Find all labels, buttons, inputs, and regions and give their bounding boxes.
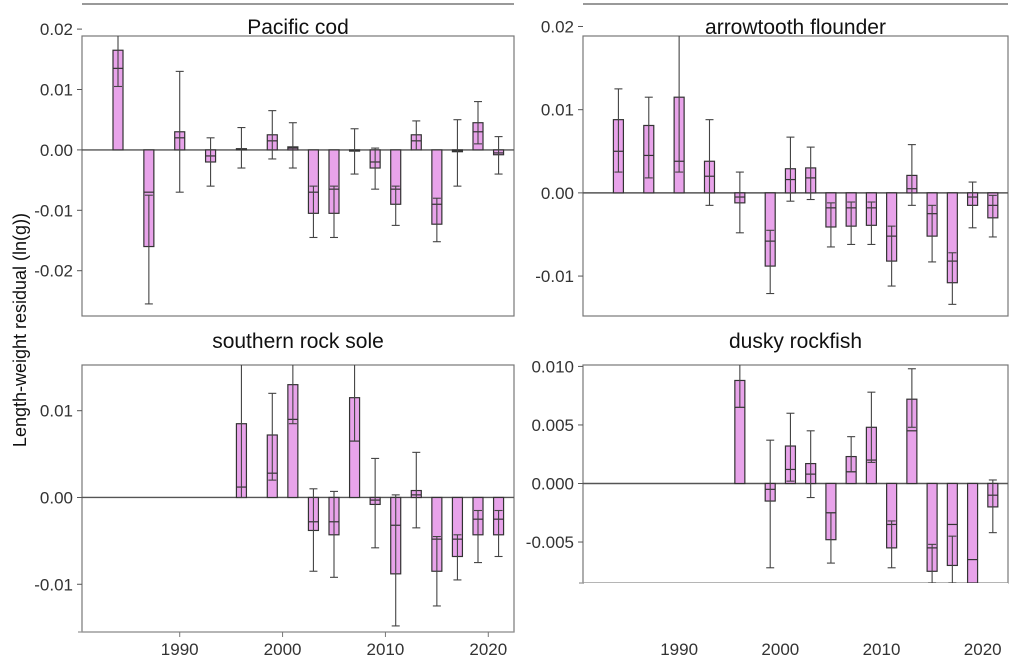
panel-2: southern rock sole 0.01 0.00 -0.01 1990 2000 2… bbox=[34, 330, 515, 659]
panel-1: arrowtooth flounder 0.02 0.01 0.00 -0.01 bbox=[535, 3, 1009, 317]
x-tick-label: 2020 bbox=[964, 640, 1002, 659]
x-tick-label: 1990 bbox=[660, 640, 698, 659]
x-tick-label: 2000 bbox=[264, 640, 302, 659]
panel-0: Pacific cod 0.02 0.01 0.00 -0.01 -0.02 bbox=[34, 3, 515, 317]
y-tick-label: 0.010 bbox=[531, 357, 574, 376]
panel-title: dusky rockfish bbox=[729, 330, 862, 353]
y-tick-label: 0.01 bbox=[40, 81, 73, 100]
panel-border bbox=[81, 35, 515, 317]
y-tick-label: 0.01 bbox=[40, 402, 73, 421]
y-tick-label: -0.01 bbox=[535, 267, 574, 286]
y-tick-label: 0.00 bbox=[40, 141, 73, 160]
y-tick-label: 0.01 bbox=[541, 101, 574, 120]
panels: Pacific cod 0.02 0.01 0.00 -0.01 -0.02 arrowto… bbox=[34, 3, 1009, 659]
bar bbox=[966, 482, 979, 583]
y-tick-label: -0.02 bbox=[34, 262, 73, 281]
y-axis-label: Length-weight residual (ln(g)) bbox=[10, 213, 30, 447]
y-tick-label: -0.01 bbox=[34, 201, 73, 220]
bars bbox=[112, 36, 505, 305]
y-tick-label: 0.000 bbox=[531, 474, 574, 493]
bars bbox=[612, 36, 999, 305]
panel-title: southern rock sole bbox=[212, 330, 384, 353]
y-tick-label: 0.02 bbox=[541, 17, 574, 36]
bars bbox=[734, 365, 999, 583]
y-tick-label: 0.02 bbox=[40, 20, 73, 39]
y-tick-label: 0.005 bbox=[531, 416, 574, 435]
panel-title: Pacific cod bbox=[247, 16, 349, 39]
bars bbox=[235, 365, 505, 627]
x-tick-label: 1990 bbox=[161, 640, 199, 659]
y-tick-label: 0.00 bbox=[541, 184, 574, 203]
x-tick-label: 2000 bbox=[761, 640, 799, 659]
panel-title: arrowtooth flounder bbox=[705, 16, 886, 39]
y-tick-label: -0.005 bbox=[526, 533, 574, 552]
x-tick-label: 2020 bbox=[469, 640, 507, 659]
y-tick-label: 0.00 bbox=[40, 488, 73, 507]
panel-3: dusky rockfish 0.010 0.005 0.000 -0.005 1990 2… bbox=[526, 330, 1009, 659]
x-tick-label: 2010 bbox=[863, 640, 901, 659]
x-tick-label: 2010 bbox=[367, 640, 405, 659]
crop-mask bbox=[584, 583, 1008, 633]
y-tick-label: -0.01 bbox=[34, 575, 73, 594]
panel-border bbox=[582, 35, 1009, 317]
